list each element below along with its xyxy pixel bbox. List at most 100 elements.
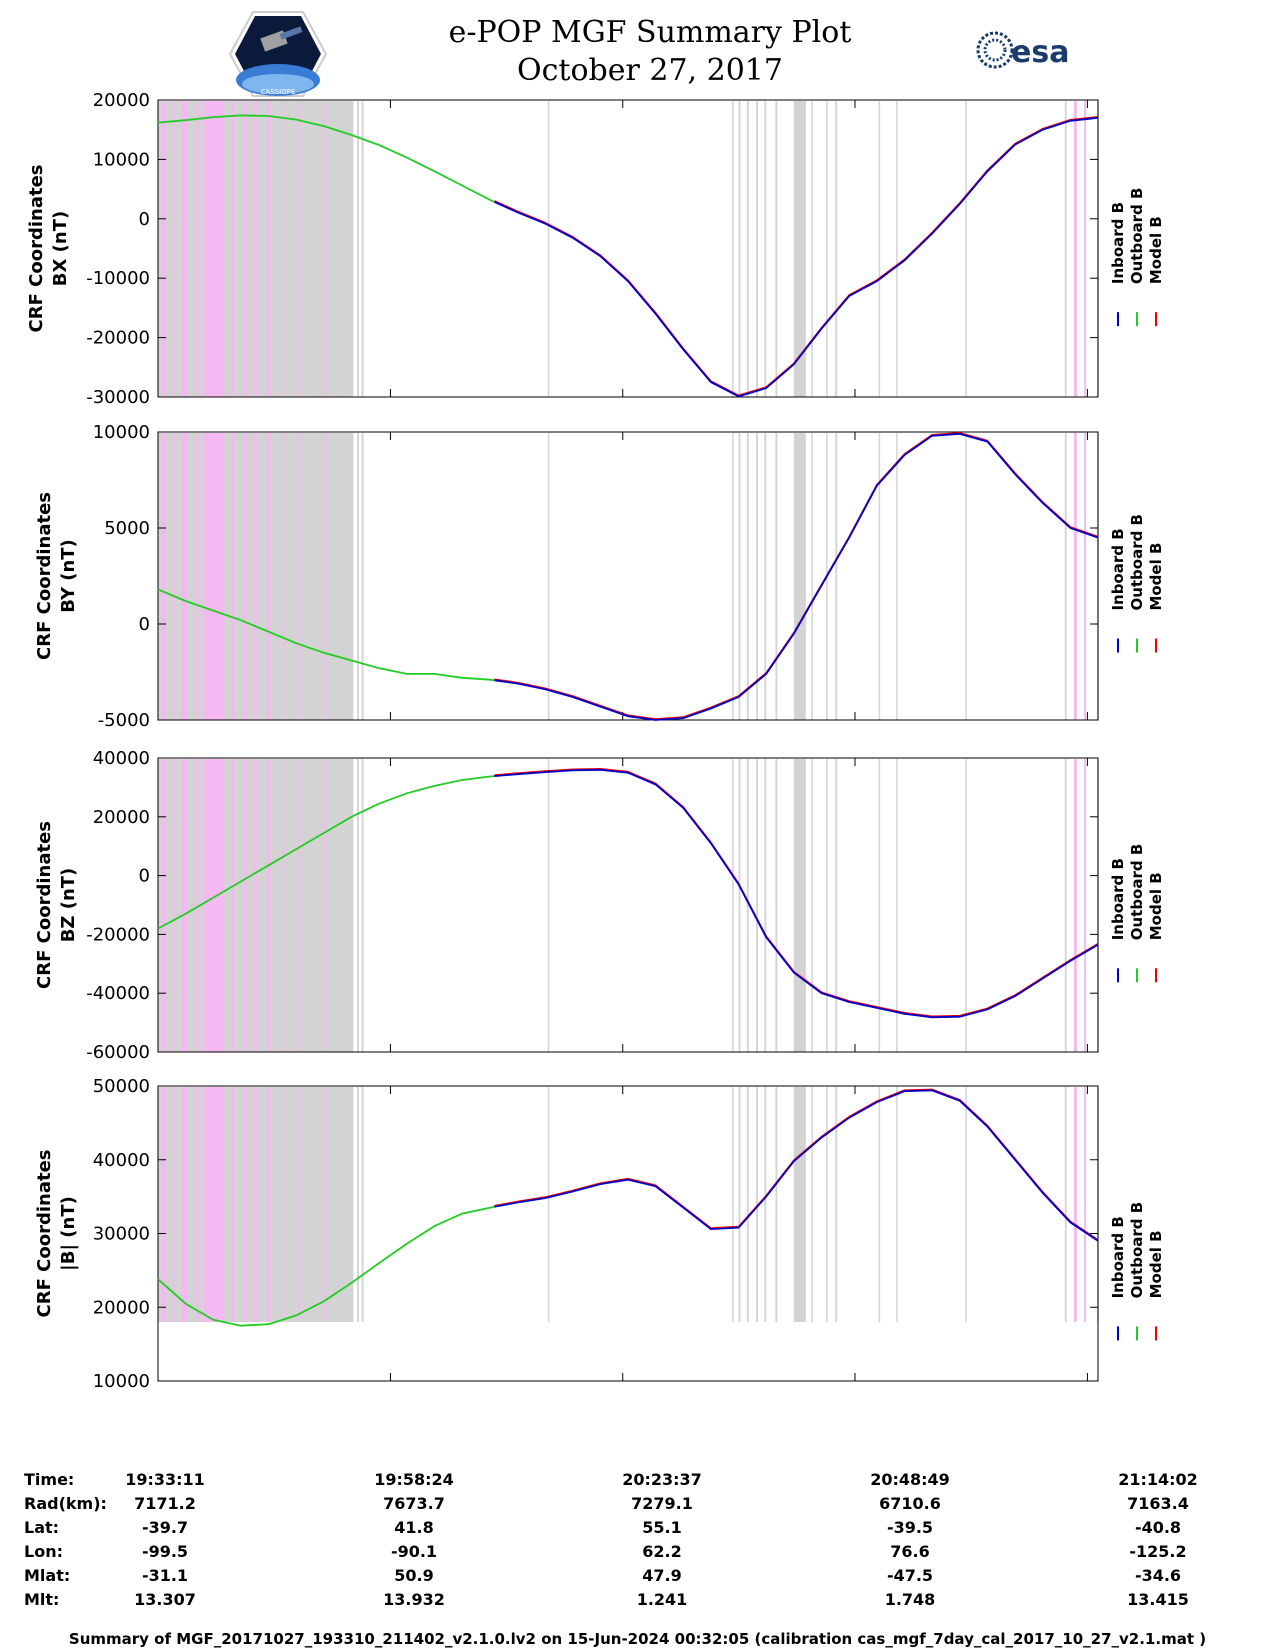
flag-band-grey [738, 1087, 741, 1322]
footer-mlt-4: 13.415 [1127, 1590, 1189, 1609]
flag-band-pink [243, 759, 247, 1052]
flag-band-pink [322, 101, 325, 397]
flag-band-pink [1084, 433, 1087, 720]
footer-row-mlt: Mlt: 13.307 13.932 1.241 1.748 13.415 [0, 1590, 1275, 1614]
flag-band-grey [547, 1087, 550, 1322]
flag-band-pink [253, 433, 257, 720]
title-line-2: October 27, 2017 [517, 53, 783, 88]
flag-band-grey [1064, 759, 1067, 1052]
flag-band-pink [253, 759, 257, 1052]
flag-band-grey [756, 101, 758, 397]
flag-band-grey [811, 1087, 813, 1322]
y-axis-label-line-2: BY (nT) [58, 539, 79, 613]
legend-label: Model B [1147, 543, 1165, 611]
flag-band-pink [181, 101, 188, 397]
flag-band-grey [756, 1087, 758, 1322]
panel-4: 10000 20000 30000 40000 50000 CRF Coordinates… [34, 1076, 1165, 1392]
footer-mlat-3: -47.5 [886, 1566, 934, 1585]
flag-band-pink [172, 759, 175, 1052]
flag-band-pink [172, 433, 175, 720]
flag-band-pink [172, 101, 175, 397]
series-inboard-b [494, 432, 1099, 721]
flag-band-pink [161, 433, 166, 720]
panel-3: -60000 -40000 -20000 0 20000 40000 CRF Coordin… [34, 748, 1165, 1063]
flag-band-pink [1074, 759, 1077, 1052]
flag-band-pink [1074, 101, 1077, 397]
flag-band-pink [172, 1087, 175, 1322]
y-tick-label: 30000 [93, 1224, 150, 1245]
flag-band-pink [161, 101, 166, 397]
flag-band-pink [243, 101, 247, 397]
flag-band-grey [878, 759, 881, 1052]
flag-band-grey [764, 101, 767, 397]
flag-band-pink [266, 101, 271, 397]
legend-label: Outboard B [1128, 514, 1146, 611]
legend-label: Model B [1147, 872, 1165, 940]
footer-row-lon: Lon: -99.5 -90.1 62.2 76.6 -125.2 [0, 1542, 1275, 1566]
series-outboard-b [157, 1205, 495, 1327]
y-tick-label: 50000 [93, 1076, 150, 1097]
legend-label: Inboard B [1109, 528, 1127, 610]
legend-label: Outboard B [1128, 188, 1146, 285]
footer-mlt-0: 13.307 [134, 1590, 196, 1609]
panel-1: -30000 -20000 -10000 0 10000 20000 CRF Coordin… [26, 90, 1165, 408]
footer-time-3: 20:48:49 [870, 1470, 950, 1489]
y-tick-label: 0 [139, 614, 150, 635]
y-tick-label: 10000 [93, 149, 150, 170]
legend-label: Outboard B [1128, 844, 1146, 941]
legend-label: Model B [1147, 1230, 1165, 1298]
flag-band-pink [161, 759, 166, 1052]
axes-box [157, 431, 1099, 721]
flag-band-pink [196, 101, 200, 397]
flag-band-grey [746, 1087, 749, 1322]
flag-band-pink [1084, 101, 1087, 397]
y-axis-label-line-2: BX (nT) [50, 211, 71, 286]
flag-band-pink [231, 101, 235, 397]
footer-lon-0: -99.5 [141, 1542, 189, 1561]
footer-mlat-2: 47.9 [642, 1566, 682, 1585]
y-axis-label: CRF Coordinates BX (nT) [26, 165, 71, 333]
legend-label: Inboard B [1109, 202, 1127, 284]
flag-band-pink [161, 1087, 166, 1322]
flag-band-pink [243, 1087, 247, 1322]
flag-band-pink [298, 1087, 300, 1322]
footer-mlat-1: 50.9 [394, 1566, 434, 1585]
plot-title: e-POP MGF Summary Plot October 27, 2017 [380, 14, 920, 90]
y-tick-label: 10000 [93, 422, 150, 443]
footer-mlat-4: -34.6 [1134, 1566, 1182, 1585]
flag-band-grey [738, 101, 741, 397]
flag-band-pink [322, 1087, 325, 1322]
flag-band-pink [1074, 433, 1077, 720]
panel-2: -5000 0 5000 10000 CRF Coordinates BY (nT) Inb… [34, 422, 1165, 731]
footer-rad-0: 7171.2 [134, 1494, 196, 1513]
y-tick-label: -5000 [98, 710, 150, 731]
flag-band-pink [181, 1087, 188, 1322]
flag-band-grey [547, 433, 550, 720]
footer-row-lat: Lat: -39.7 41.8 55.1 -39.5 -40.8 [0, 1518, 1275, 1542]
series-outboard-b [157, 114, 495, 203]
y-tick-label: 20000 [93, 1297, 150, 1318]
legend-label: Outboard B [1128, 1202, 1146, 1299]
flag-band-grey [764, 759, 767, 1052]
flag-band-pink [231, 759, 235, 1052]
esa-logo: esa [975, 28, 1095, 76]
flag-band-grey [732, 101, 734, 397]
flag-band-grey [357, 1087, 359, 1322]
footer-label-mlat: Mlat: [24, 1566, 71, 1585]
footer-time-1: 19:58:24 [374, 1470, 454, 1489]
flag-band-pink [266, 1087, 271, 1322]
footer-rad-3: 6710.6 [879, 1494, 941, 1513]
footer-time-0: 19:33:11 [125, 1470, 205, 1489]
y-tick-label: -60000 [86, 1042, 150, 1063]
flag-band-grey [746, 433, 749, 720]
footer-lon-1: -90.1 [390, 1542, 438, 1561]
mission-logo: CASSIOPE [228, 10, 328, 102]
flag-band-grey [732, 1087, 734, 1322]
y-tick-label: -30000 [86, 387, 150, 408]
flag-band-grey [732, 433, 734, 720]
y-tick-label: 0 [139, 866, 150, 887]
flag-band-grey [835, 433, 838, 720]
footer-rad-1: 7673.7 [383, 1494, 445, 1513]
flag-band-grey [756, 433, 758, 720]
flag-band-pink [298, 433, 300, 720]
